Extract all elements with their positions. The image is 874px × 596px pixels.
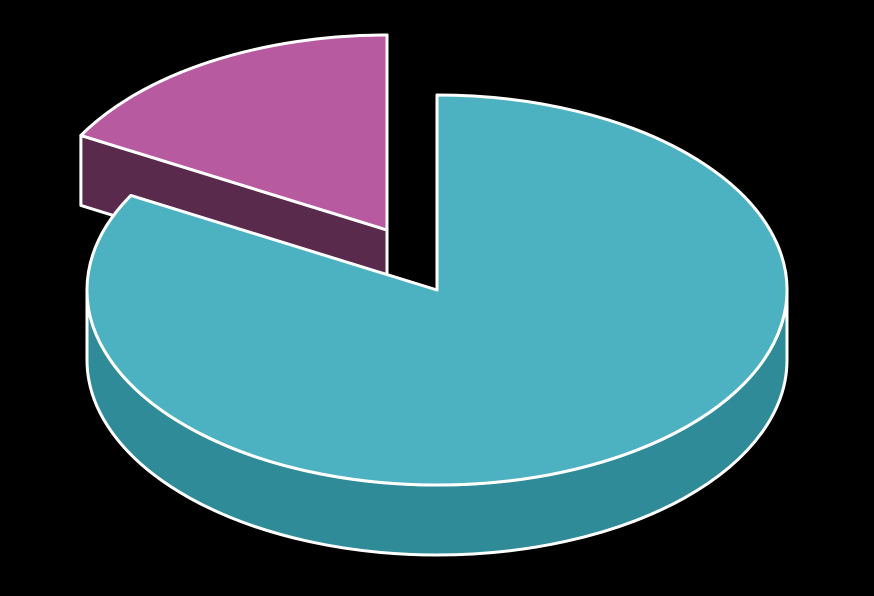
chart-container — [0, 0, 874, 596]
pie-3d-chart — [0, 0, 874, 596]
